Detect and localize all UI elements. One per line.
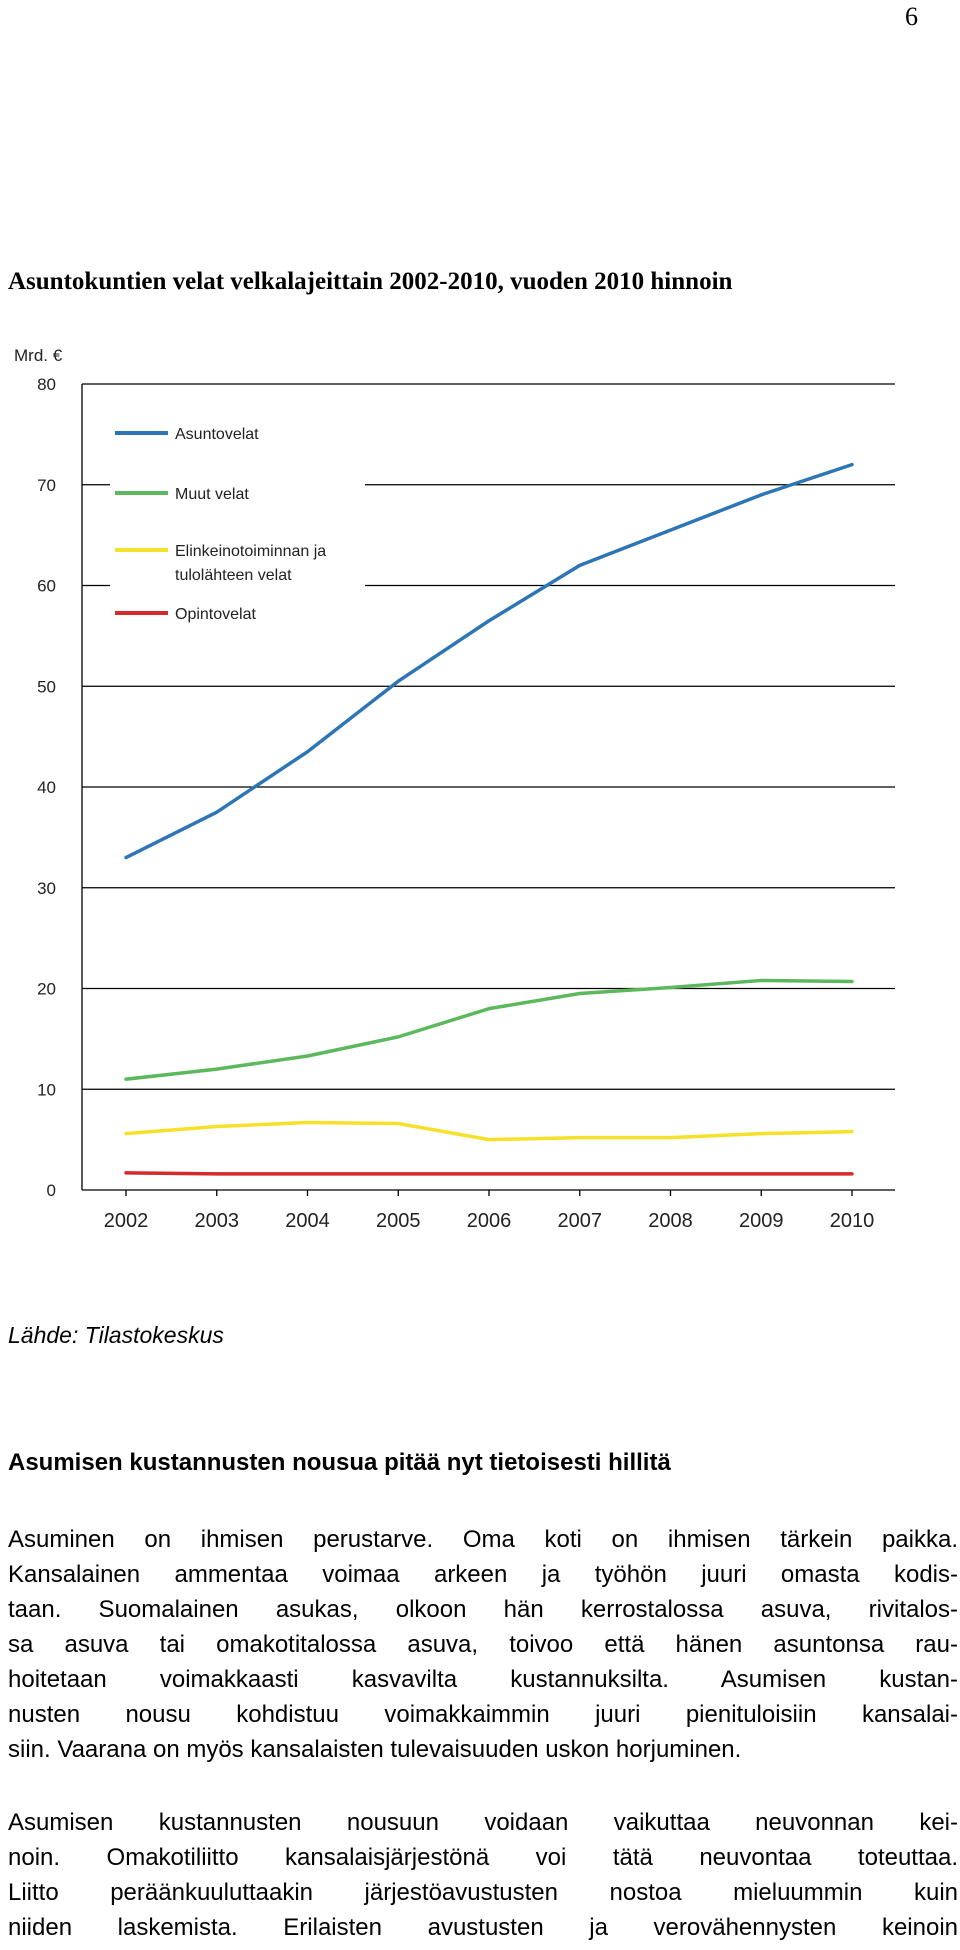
paragraph-line: niiden laskemista. Erilaisten avustusten… [8, 1914, 958, 1941]
source-note: Lähde: Tilastokeskus [8, 1322, 224, 1348]
legend-label: Elinkeinotoiminnan ja [175, 543, 326, 560]
x-tick-label: 2004 [285, 1210, 330, 1232]
x-tick-label: 2010 [830, 1210, 875, 1232]
legend-item-background [110, 532, 365, 592]
y-tick-label: 50 [37, 677, 56, 696]
x-tick-label: 2006 [467, 1210, 512, 1232]
paragraph-line: taan. Suomalainen asukas, olkoon hän ker… [8, 1596, 958, 1623]
debt-chart: Mrd. € 0 10 20 30 40 50 60 70 80 2002 2003 2004 2005 2… [0, 340, 960, 1250]
y-tick-label: 70 [37, 476, 56, 495]
paragraph-line: Asumisen kustannusten nousuun voidaan va… [8, 1809, 958, 1836]
legend-label: tulolähteen velat [175, 567, 292, 584]
paragraph-line: Kansalainen ammentaa voimaa arkeen ja ty… [8, 1561, 958, 1588]
series-line [124, 1120, 854, 1142]
paragraph-line: sa asuva tai omakotitalossa asuva, toivo… [8, 1631, 958, 1658]
series-line [124, 462, 854, 860]
paragraph-line: nusten nousu kohdistuu voimakkaimmin juu… [8, 1701, 958, 1728]
x-tick-label: 2005 [376, 1210, 421, 1232]
paragraph-2: Asumisen kustannusten nousuun voidaan va… [8, 1805, 958, 1945]
y-axis-label: Mrd. € [14, 346, 63, 365]
paragraph-line: hoitetaan voimakkaasti kasvavilta kustan… [8, 1666, 958, 1693]
y-tick-label: 40 [37, 778, 56, 797]
x-tick-label: 2007 [558, 1210, 603, 1232]
paragraph-line: Asuminen on ihmisen perustarve. Oma koti… [8, 1526, 958, 1553]
legend-label: Muut velat [175, 486, 249, 503]
y-tick-label: 80 [37, 375, 56, 394]
paragraph-line: Liitto peräänkuuluttaakin järjestöavustu… [8, 1879, 958, 1906]
y-tick-label: 60 [37, 577, 56, 596]
y-tick-label: 30 [37, 879, 56, 898]
x-tick-label: 2008 [648, 1210, 693, 1232]
y-tick-label: 10 [37, 1080, 56, 1099]
page-number: 6 [905, 2, 918, 31]
series-line [124, 978, 854, 1081]
figure-title: Asuntokuntien velat velkalajeittain 2002… [8, 268, 733, 295]
x-tick-label: 2009 [739, 1210, 784, 1232]
series-line [124, 1171, 854, 1176]
x-tick-label: 2003 [195, 1210, 240, 1232]
debt-line-chart: Mrd. € 0 10 20 30 40 50 60 70 80 2002 2003 2004 2005 2… [14, 346, 895, 1232]
legend-label: Asuntovelat [175, 426, 259, 443]
paragraph-line: siin. Vaarana on myös kansalaisten tulev… [8, 1736, 742, 1763]
y-tick-label: 20 [37, 980, 56, 999]
paragraph-line: noin. Omakotiliitto kansalaisjärjestönä … [8, 1844, 958, 1871]
paragraph-1: Asuminen on ihmisen perustarve. Oma koti… [8, 1522, 958, 1767]
section-heading: Asumisen kustannusten nousua pitää nyt t… [8, 1449, 671, 1476]
y-tick-label: 0 [47, 1181, 56, 1200]
legend-label: Opintovelat [175, 606, 256, 623]
x-tick-label: 2002 [104, 1210, 149, 1232]
